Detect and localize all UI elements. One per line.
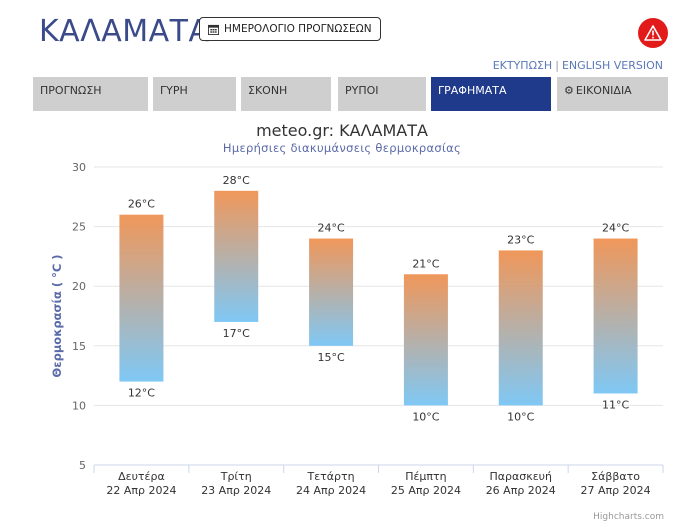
gear-icon: ⚙ <box>564 84 574 97</box>
english-version-link[interactable]: ENGLISH VERSION <box>561 59 663 72</box>
y-tick-label: 25 <box>72 221 86 234</box>
low-temp-label: 10°C <box>507 410 534 423</box>
temperature-range-bar[interactable] <box>309 238 354 346</box>
link-separator: | <box>555 59 559 72</box>
x-day-label: Τρίτη <box>220 470 252 483</box>
tab-dust[interactable]: ΣΚΟΝΗ <box>241 77 331 111</box>
x-date-label: 26 Απρ 2024 <box>486 484 556 497</box>
high-temp-label: 24°C <box>317 222 344 235</box>
high-temp-label: 23°C <box>507 233 534 246</box>
y-axis-label: Θερμοκρασία ( °C ) <box>50 254 64 377</box>
print-link[interactable]: ΕΚΤΥΠΩΣΗ <box>492 59 553 72</box>
calendar-button-label: ΗΜΕΡΟΛΟΓΙΟ ΠΡΟΓΝΩΣΕΩΝ <box>224 23 372 35</box>
low-temp-label: 11°C <box>602 398 629 411</box>
x-date-label: 22 Απρ 2024 <box>106 484 176 497</box>
x-date-label: 27 Απρ 2024 <box>581 484 651 497</box>
tab-charts-label: ΓΡΑΦΗΜΑΤΑ <box>438 84 507 97</box>
x-day-label: Δευτέρα <box>118 470 165 483</box>
temperature-range-bar[interactable] <box>498 250 543 406</box>
y-tick-label: 15 <box>72 340 86 353</box>
high-temp-label: 21°C <box>412 257 439 270</box>
y-tick-label: 20 <box>72 280 86 293</box>
city-title: ΚΑΛΑΜΑΤΑ <box>39 14 210 49</box>
tab-pollutants[interactable]: ΡΥΠΟΙ <box>338 77 426 111</box>
tab-forecast-label: ΠΡΟΓΝΩΣΗ <box>40 84 102 97</box>
low-temp-label: 12°C <box>128 387 155 400</box>
high-temp-label: 28°C <box>223 174 250 187</box>
tab-pollutants-label: ΡΥΠΟΙ <box>345 84 379 97</box>
x-date-label: 24 Απρ 2024 <box>296 484 366 497</box>
tab-forecast[interactable]: ΠΡΟΓΝΩΣΗ <box>33 77 148 111</box>
low-temp-label: 15°C <box>317 351 344 364</box>
tab-pollen[interactable]: ΓΥΡΗ <box>153 77 236 111</box>
chart-subtitle: Ημερήσιες διακυμάνσεις θερμοκρασίας <box>222 141 462 155</box>
temperature-range-bar[interactable] <box>119 214 164 382</box>
low-temp-label: 17°C <box>223 327 250 340</box>
y-tick-label: 30 <box>72 161 86 174</box>
x-date-label: 23 Απρ 2024 <box>201 484 271 497</box>
x-day-label: Σάββατο <box>591 470 640 483</box>
x-day-label: Παρασκευή <box>490 470 553 483</box>
high-temp-label: 24°C <box>602 222 629 235</box>
low-temp-label: 10°C <box>412 410 439 423</box>
tab-icons-label: ΕΙΚΟΝΙΔΙΑ <box>575 84 632 97</box>
tab-charts[interactable]: ΓΡΑΦΗΜΑΤΑ <box>431 77 551 111</box>
chart-title: meteo.gr: ΚΑΛΑΜΑΤΑ <box>256 121 428 140</box>
forecast-calendar-button[interactable]: ΗΜΕΡΟΛΟΓΙΟ ΠΡΟΓΝΩΣΕΩΝ <box>199 17 381 41</box>
header-links: ΕΚΤΥΠΩΣΗ | ENGLISH VERSION <box>493 59 663 72</box>
tab-icons[interactable]: ⚙ ΕΙΚΟΝΙΔΙΑ <box>557 77 668 111</box>
x-day-label: Πέμπτη <box>405 470 446 483</box>
x-date-label: 25 Απρ 2024 <box>391 484 461 497</box>
x-day-label: Τετάρτη <box>307 470 355 483</box>
temperature-range-bar[interactable] <box>593 238 638 394</box>
warning-triangle-icon[interactable] <box>638 18 668 48</box>
tab-dust-label: ΣΚΟΝΗ <box>248 84 288 97</box>
tab-pollen-label: ΓΥΡΗ <box>160 84 188 97</box>
high-temp-label: 26°C <box>128 198 155 211</box>
y-tick-label: 5 <box>79 459 86 472</box>
y-tick-label: 10 <box>72 399 86 412</box>
temperature-range-bar[interactable] <box>214 190 259 322</box>
temperature-range-bar[interactable] <box>403 274 448 406</box>
highcharts-credits[interactable]: Highcharts.com <box>593 512 664 522</box>
calendar-icon <box>208 24 219 35</box>
